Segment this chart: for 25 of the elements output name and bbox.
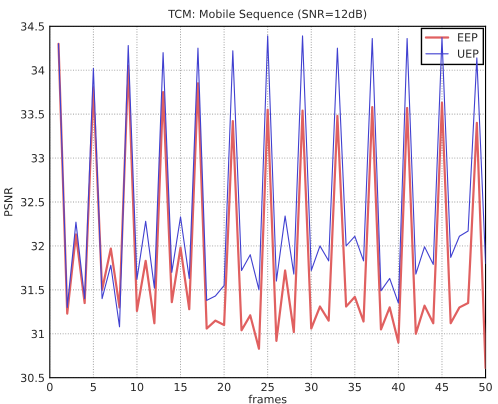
x-tick-label: 15	[174, 382, 187, 392]
x-tick-label: 25	[261, 382, 274, 392]
y-tick-label: 31	[32, 330, 44, 338]
x-tick-label: 20	[218, 382, 230, 392]
x-tick-label: 10	[131, 382, 144, 392]
y-tick-label: 32	[32, 242, 44, 250]
y-axis-title: PSNR	[4, 187, 12, 216]
y-tick-label: 32.5	[21, 198, 44, 206]
x-tick-label: 50	[479, 382, 492, 392]
chart-title: TCM: Mobile Sequence (SNR=12dB)	[168, 9, 366, 20]
legend-label: UEP	[458, 50, 479, 58]
legend-label: EEP	[458, 33, 478, 42]
y-tick-label: 31.5	[21, 286, 44, 294]
y-tick-label: 30.5	[21, 374, 44, 382]
x-tick-label: 30	[305, 382, 318, 392]
x-axis-title: frames	[248, 394, 286, 404]
y-tick-label: 34.5	[21, 22, 44, 31]
x-tick-label: 40	[392, 382, 405, 392]
x-tick-label: 0	[47, 382, 53, 392]
x-tick-label: 45	[435, 382, 448, 392]
y-tick-label: 33	[32, 154, 44, 162]
x-tick-label: 5	[90, 382, 96, 392]
y-tick-label: 34	[32, 66, 44, 75]
x-tick-label: 35	[348, 382, 361, 392]
y-tick-label: 33.5	[21, 110, 44, 119]
